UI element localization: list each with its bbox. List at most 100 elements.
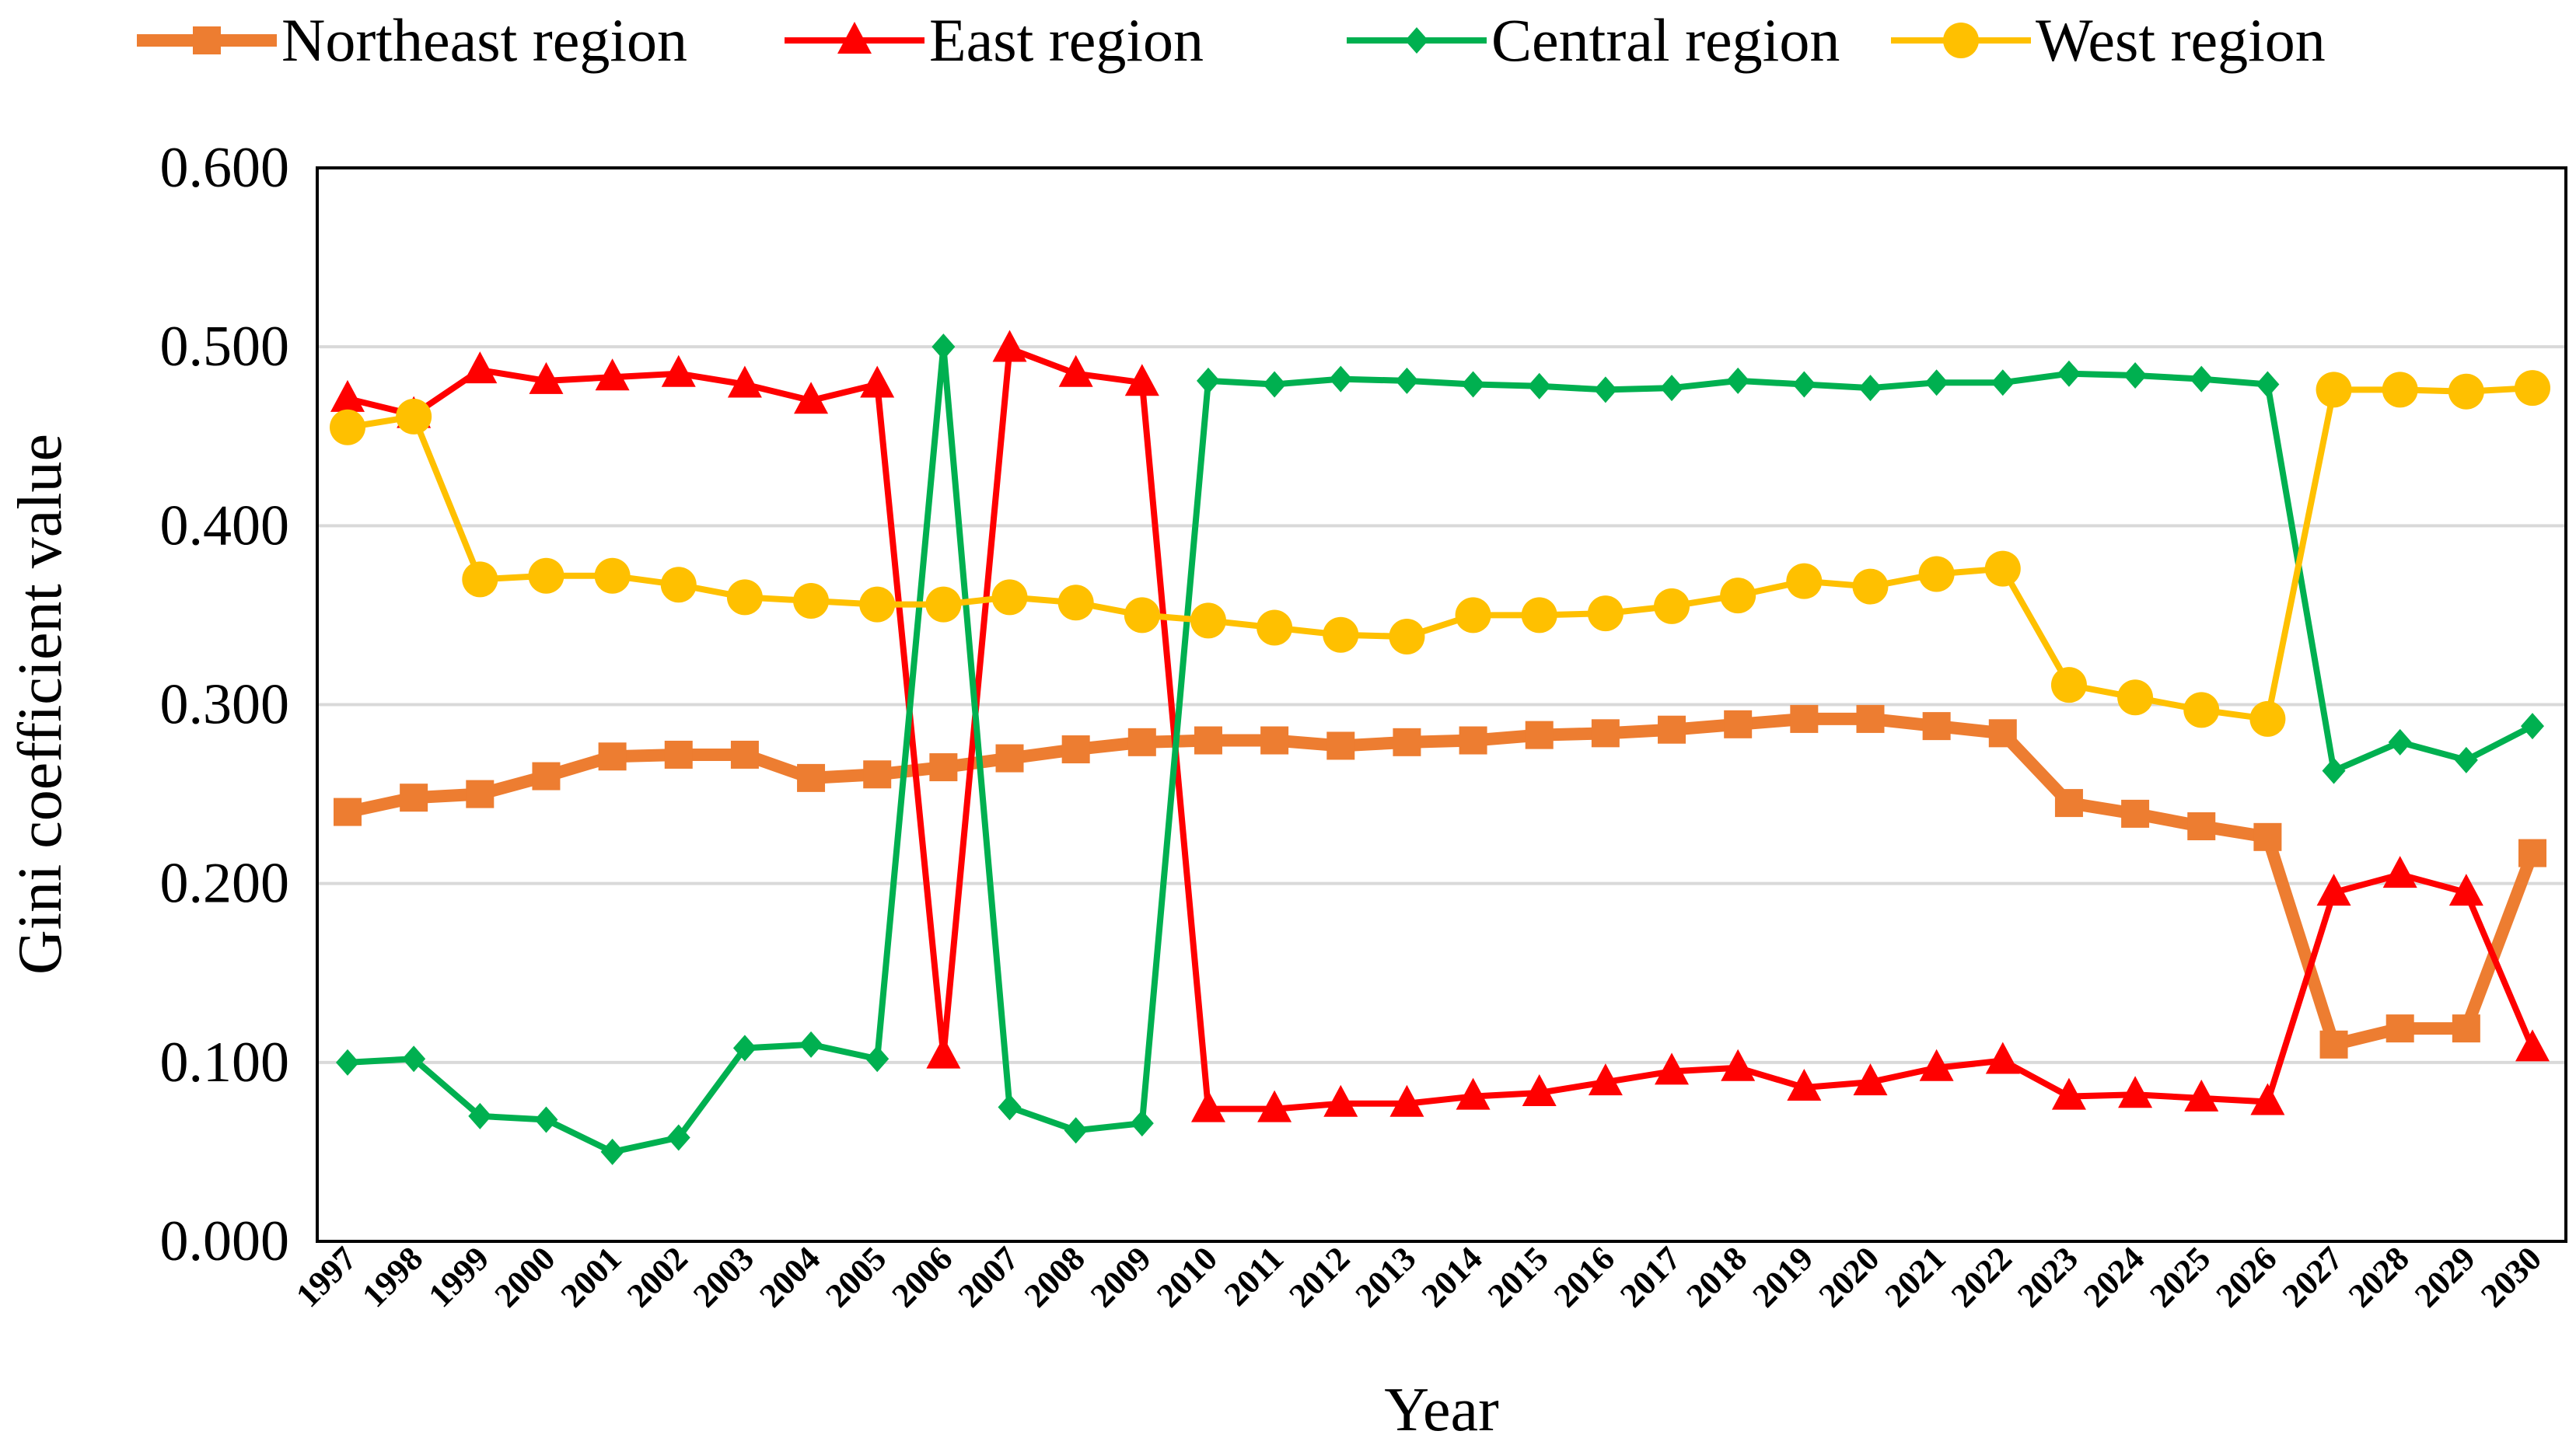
data-point-central-region — [1064, 1117, 1088, 1144]
data-point-northeast-region — [2518, 839, 2546, 867]
data-point-west-region — [2515, 370, 2550, 407]
data-point-central-region — [1593, 376, 1617, 403]
data-point-central-region — [1461, 371, 1485, 398]
x-tick-label: 2010 — [1149, 1239, 1225, 1314]
data-point-east-region — [2051, 1077, 2086, 1110]
series-line-east-region — [347, 345, 2536, 1112]
x-tick-label: 2026 — [2209, 1239, 2284, 1314]
series-east-region — [330, 330, 2550, 1122]
x-tick-label: 2029 — [2407, 1239, 2483, 1314]
data-point-east-region — [1456, 1077, 1491, 1110]
x-tick-label: 2025 — [2142, 1239, 2218, 1314]
data-point-west-region — [991, 579, 1028, 616]
x-tick-label: 2018 — [1679, 1239, 1754, 1314]
data-point-east-region — [1853, 1063, 1888, 1096]
legend: Northeast region East region Central regio… — [137, 6, 2326, 74]
data-point-northeast-region — [532, 762, 561, 791]
data-point-west-region — [396, 398, 432, 435]
x-tick-label: 2020 — [1812, 1239, 1887, 1314]
x-tick-label: 2015 — [1480, 1239, 1556, 1314]
data-point-west-region — [1389, 619, 1425, 655]
legend-label: Northeast region — [281, 6, 687, 74]
data-point-northeast-region — [1194, 726, 1222, 755]
legend-item-east-region: East region — [785, 6, 1204, 74]
data-point-east-region — [992, 330, 1027, 362]
data-point-west-region — [1654, 588, 1690, 624]
data-point-west-region — [1521, 597, 1557, 633]
data-point-central-region — [1991, 369, 2015, 396]
data-point-central-region — [799, 1031, 823, 1058]
data-point-east-region — [2316, 874, 2351, 906]
x-tick-label: 1998 — [355, 1239, 430, 1314]
data-point-east-region — [2250, 1083, 2285, 1115]
data-point-west-region — [1124, 597, 1160, 633]
data-point-central-region — [336, 1049, 359, 1076]
data-point-east-region — [1389, 1084, 1424, 1117]
x-tick-label: 2002 — [620, 1239, 695, 1314]
data-point-east-region — [1588, 1063, 1623, 1096]
data-point-northeast-region — [2319, 1030, 2348, 1059]
data-point-west-region — [462, 561, 498, 598]
data-point-northeast-region — [466, 780, 495, 808]
data-point-east-region — [727, 365, 762, 398]
data-point-northeast-region — [1658, 715, 1686, 744]
data-point-east-region — [463, 351, 498, 384]
data-point-west-region — [2316, 372, 2352, 408]
y-axis-ticks: 0.000 0.100 0.200 0.300 0.400 0.500 0.600 — [160, 136, 290, 1273]
data-point-central-region — [468, 1102, 492, 1129]
data-point-northeast-region — [797, 763, 826, 792]
x-axis-ticks: 1997199819992000200120022003200420052006… — [288, 1239, 2549, 1314]
data-point-northeast-region — [2452, 1014, 2480, 1043]
x-tick-label: 2008 — [1017, 1239, 1092, 1314]
x-tick-label: 1999 — [421, 1239, 497, 1314]
data-point-west-region — [1918, 556, 1955, 592]
data-point-west-region — [1587, 595, 1624, 632]
data-point-central-region — [2057, 360, 2081, 387]
legend-item-northeast-region: Northeast region — [137, 6, 687, 74]
data-point-east-region — [794, 382, 829, 414]
data-point-central-region — [534, 1106, 558, 1133]
data-point-northeast-region — [664, 740, 693, 769]
data-point-central-region — [666, 1124, 690, 1151]
legend-label: Central region — [1491, 6, 1840, 74]
series-northeast-region — [334, 704, 2546, 1059]
data-point-northeast-region — [1922, 712, 1951, 741]
series-line-central-region — [347, 344, 2534, 1155]
x-tick-label: 2011 — [1217, 1239, 1291, 1313]
x-tick-label: 2019 — [1746, 1239, 1821, 1314]
y-tick-label: 0.100 — [160, 1031, 290, 1094]
data-point-west-region — [1323, 616, 1359, 653]
x-tick-label: 2024 — [2076, 1239, 2151, 1314]
x-tick-label: 2007 — [951, 1239, 1026, 1314]
data-point-east-region — [1257, 1090, 1292, 1122]
data-point-west-region — [2249, 700, 2286, 737]
data-point-central-region — [1196, 367, 1220, 394]
data-point-west-region — [1057, 585, 1094, 621]
x-tick-label: 2022 — [1944, 1239, 2019, 1314]
data-point-east-region — [2382, 856, 2417, 888]
x-tick-label: 2003 — [686, 1239, 761, 1314]
data-point-northeast-region — [1525, 721, 1554, 749]
data-point-central-region — [865, 1045, 890, 1073]
data-point-northeast-region — [1988, 719, 2017, 748]
x-tick-label: 2004 — [752, 1239, 827, 1314]
legend-marker — [1405, 27, 1428, 54]
data-point-central-region — [1130, 1110, 1154, 1137]
data-point-northeast-region — [1326, 731, 1355, 760]
data-point-east-region — [1522, 1073, 1557, 1106]
x-tick-label: 2023 — [2010, 1239, 2085, 1314]
data-point-central-region — [1527, 372, 1551, 400]
legend-marker — [193, 26, 221, 54]
data-point-east-region — [1655, 1052, 1690, 1085]
x-tick-label: 1997 — [288, 1239, 364, 1314]
data-point-west-region — [1984, 550, 2021, 587]
x-tick-label: 2006 — [885, 1239, 960, 1314]
legend-marker — [1943, 23, 1979, 58]
y-tick-label: 0.600 — [160, 136, 290, 200]
data-point-east-region — [595, 358, 630, 391]
y-tick-label: 0.500 — [160, 315, 290, 379]
data-point-east-region — [1919, 1049, 1954, 1081]
data-point-northeast-region — [1459, 726, 1487, 755]
data-point-west-region — [528, 557, 564, 594]
data-point-central-region — [998, 1094, 1022, 1121]
